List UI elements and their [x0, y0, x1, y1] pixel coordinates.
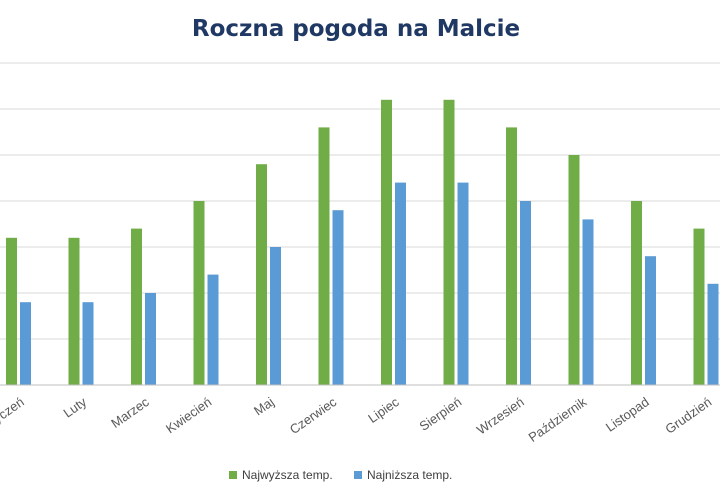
bar-min-9	[520, 201, 531, 385]
bar-min-4	[207, 274, 219, 385]
bar-min-8	[457, 182, 469, 385]
x-tick-label: Czerwiec	[287, 394, 340, 437]
bar-min-7	[395, 182, 406, 385]
x-tick-label: Kwiecień	[163, 394, 214, 436]
x-tick-label: Lipiec	[365, 394, 402, 426]
bar-max-11	[631, 201, 642, 385]
bar-min-10	[582, 219, 594, 385]
bar-max-2	[68, 237, 80, 385]
x-tick-label: Sierpień	[417, 394, 465, 434]
x-tick-label: Grudzień	[662, 394, 714, 437]
x-tick-labels: Styczeń Luty Marzec Kwiecień Maj Czerwiec Lipi…	[0, 394, 714, 445]
bars	[6, 99, 719, 386]
legend-label: Najniższa temp.	[367, 468, 452, 482]
bar-max-5	[256, 164, 267, 385]
bar-max-6	[318, 127, 330, 386]
bar-min-11	[645, 256, 656, 385]
legend-label: Najwyższa temp.	[242, 468, 333, 482]
bar-max-4	[193, 201, 205, 385]
bar-min-12	[707, 283, 719, 385]
bar-max-1	[6, 237, 17, 385]
bar-max-12	[693, 228, 705, 385]
x-tick-label: Maj	[251, 394, 277, 418]
gridlines	[0, 62, 720, 340]
x-tick-label: Marzec	[108, 394, 152, 431]
x-tick-label: Listopad	[603, 394, 652, 434]
bar-min-5	[270, 247, 281, 385]
x-tick-label: Styczeń	[0, 394, 27, 433]
legend-swatch	[229, 471, 237, 479]
bar-max-10	[568, 155, 580, 385]
bar-max-7	[381, 99, 392, 386]
legend: Najwyższa temp. Najniższa temp.	[229, 468, 452, 482]
x-tick-label: Październik	[526, 394, 590, 445]
bar-min-3	[145, 293, 156, 385]
bar-max-8	[443, 99, 455, 386]
bar-min-2	[82, 302, 94, 385]
bar-min-1	[20, 302, 31, 385]
bar-max-3	[131, 228, 142, 385]
legend-swatch	[354, 471, 362, 479]
x-tick-label: Wrzesień	[474, 394, 527, 437]
bar-min-6	[332, 210, 344, 385]
chart-title: Roczna pogoda na Malcie	[192, 16, 520, 42]
bar-max-9	[506, 127, 517, 386]
x-tick-label: Luty	[60, 394, 89, 421]
